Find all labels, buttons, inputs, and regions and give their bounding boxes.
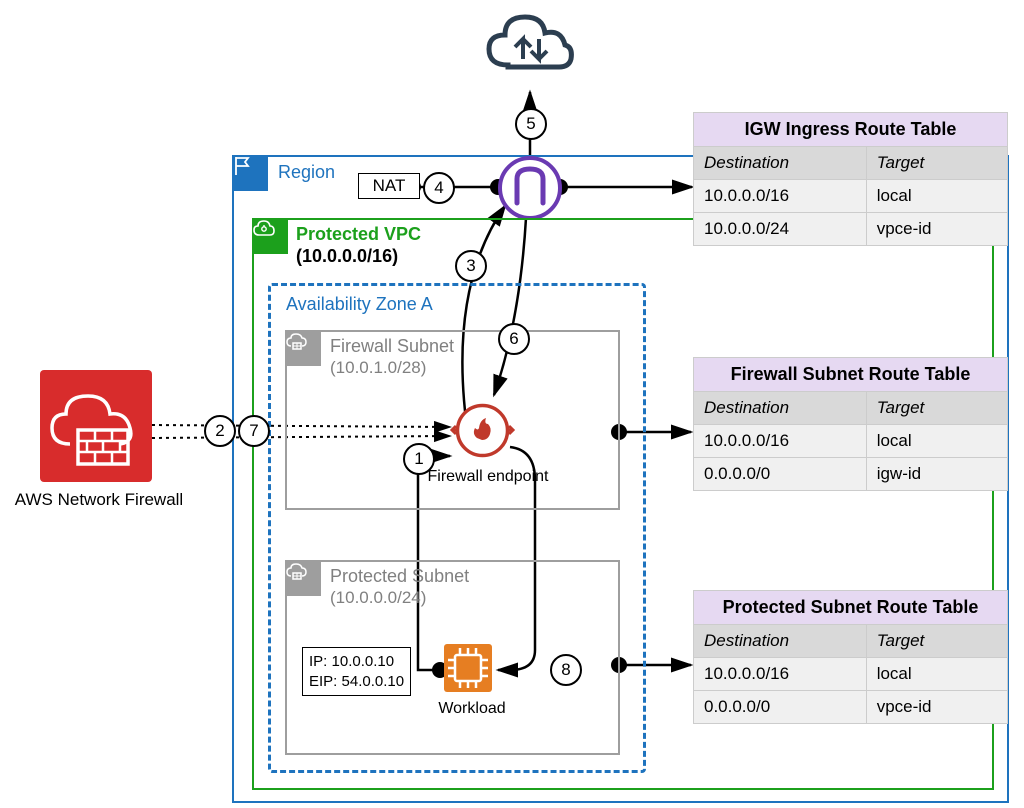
step-8: 8 (550, 654, 582, 686)
prot-col-dest: Destination (694, 625, 867, 658)
step-5: 5 (515, 108, 547, 140)
table-row: 10.0.0.0/16 local (694, 425, 1008, 458)
aws-network-firewall-label: AWS Network Firewall (14, 490, 184, 510)
workload-ip: IP: 10.0.0.10 (309, 652, 404, 672)
igw-col-dest: Destination (694, 147, 867, 180)
step-6: 6 (498, 323, 530, 355)
workload-icon (440, 640, 496, 696)
firewall-subnet-title: Firewall Subnet (330, 336, 454, 357)
nat-box: NAT (358, 173, 420, 199)
table-row: 10.0.0.0/24 vpce-id (694, 213, 1008, 246)
igw-route-table: IGW Ingress Route Table Destination Targ… (693, 112, 1008, 246)
table-row: 0.0.0.0/0 igw-id (694, 458, 1008, 491)
prot-col-target: Target (866, 625, 1007, 658)
fw-col-dest: Destination (694, 392, 867, 425)
step-7: 7 (238, 415, 270, 447)
igw-icon (497, 155, 563, 221)
workload-label: Workload (432, 700, 512, 718)
fw-col-target: Target (866, 392, 1007, 425)
igw-table-title: IGW Ingress Route Table (694, 113, 1008, 147)
protected-route-table: Protected Subnet Route Table Destination… (693, 590, 1008, 724)
firewall-subnet-icon (285, 330, 321, 366)
region-flag-icon (232, 155, 268, 191)
vpc-cloud-icon (252, 218, 288, 254)
workload-eip: EIP: 54.0.0.10 (309, 672, 404, 692)
table-row: 10.0.0.0/16 local (694, 658, 1008, 691)
vpc-cidr: (10.0.0.0/16) (296, 246, 398, 267)
protected-subnet-title: Protected Subnet (330, 566, 469, 587)
workload-ip-box: IP: 10.0.0.10 EIP: 54.0.0.10 (302, 647, 411, 696)
region-label: Region (278, 162, 335, 183)
prot-table-title: Protected Subnet Route Table (694, 591, 1008, 625)
firewall-endpoint-icon (450, 398, 515, 463)
firewall-endpoint-label: Firewall endpoint (418, 468, 558, 486)
firewall-route-table: Firewall Subnet Route Table Destination … (693, 357, 1008, 491)
vpc-title: Protected VPC (296, 224, 421, 245)
step-4: 4 (423, 172, 455, 204)
table-row: 0.0.0.0/0 vpce-id (694, 691, 1008, 724)
igw-col-target: Target (866, 147, 1007, 180)
step-1: 1 (403, 443, 435, 475)
fw-table-title: Firewall Subnet Route Table (694, 358, 1008, 392)
step-3: 3 (455, 250, 487, 282)
table-row: 10.0.0.0/16 local (694, 180, 1008, 213)
protected-subnet-icon (285, 560, 321, 596)
firewall-subnet-cidr: (10.0.1.0/28) (330, 358, 426, 378)
az-label: Availability Zone A (286, 294, 433, 315)
protected-subnet-cidr: (10.0.0.0/24) (330, 588, 426, 608)
step-2: 2 (204, 415, 236, 447)
aws-network-firewall-icon (40, 370, 152, 482)
